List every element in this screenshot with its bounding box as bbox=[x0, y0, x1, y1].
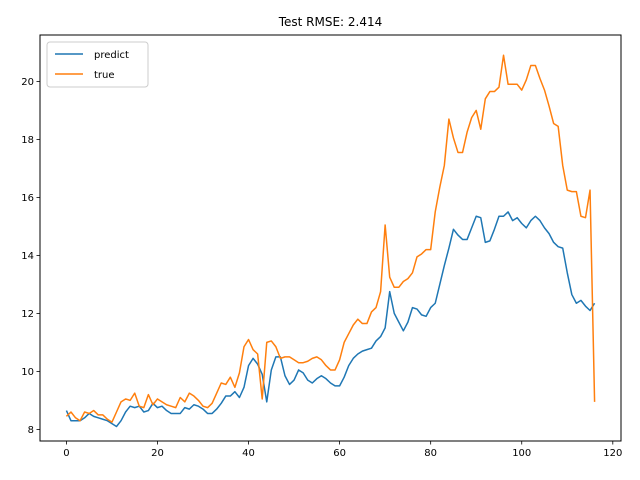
chart-title: Test RMSE: 2.414 bbox=[278, 15, 383, 29]
y-axis-ticks: 8 10 12 14 16 18 20 bbox=[21, 77, 40, 436]
plot-area bbox=[40, 35, 621, 441]
x-tick-label: 20 bbox=[151, 448, 164, 459]
legend-label-predict: predict bbox=[94, 50, 129, 61]
y-tick-label: 8 bbox=[28, 425, 34, 436]
series-line-true bbox=[65, 54, 596, 423]
x-tick-label: 120 bbox=[603, 448, 622, 459]
x-tick-label: 0 bbox=[63, 448, 69, 459]
legend: predict true bbox=[46, 41, 149, 88]
y-tick-label: 12 bbox=[21, 309, 34, 320]
x-tick-label: 80 bbox=[424, 448, 437, 459]
y-tick-label: 14 bbox=[21, 251, 34, 262]
y-tick-label: 20 bbox=[21, 77, 34, 88]
axes-layer bbox=[39, 34, 622, 442]
y-tick-label: 10 bbox=[21, 367, 34, 378]
x-tick-label: 40 bbox=[242, 448, 255, 459]
series-line-predict bbox=[65, 211, 596, 428]
legend-label-true: true bbox=[94, 70, 115, 81]
axes-frame bbox=[39, 34, 622, 442]
y-tick-label: 18 bbox=[21, 135, 34, 146]
x-tick-label: 100 bbox=[512, 448, 531, 459]
x-axis-ticks: 0 20 40 60 80 100 120 bbox=[63, 441, 622, 459]
x-tick-label: 60 bbox=[333, 448, 346, 459]
y-tick-label: 16 bbox=[21, 193, 34, 204]
series-layer bbox=[65, 54, 596, 428]
